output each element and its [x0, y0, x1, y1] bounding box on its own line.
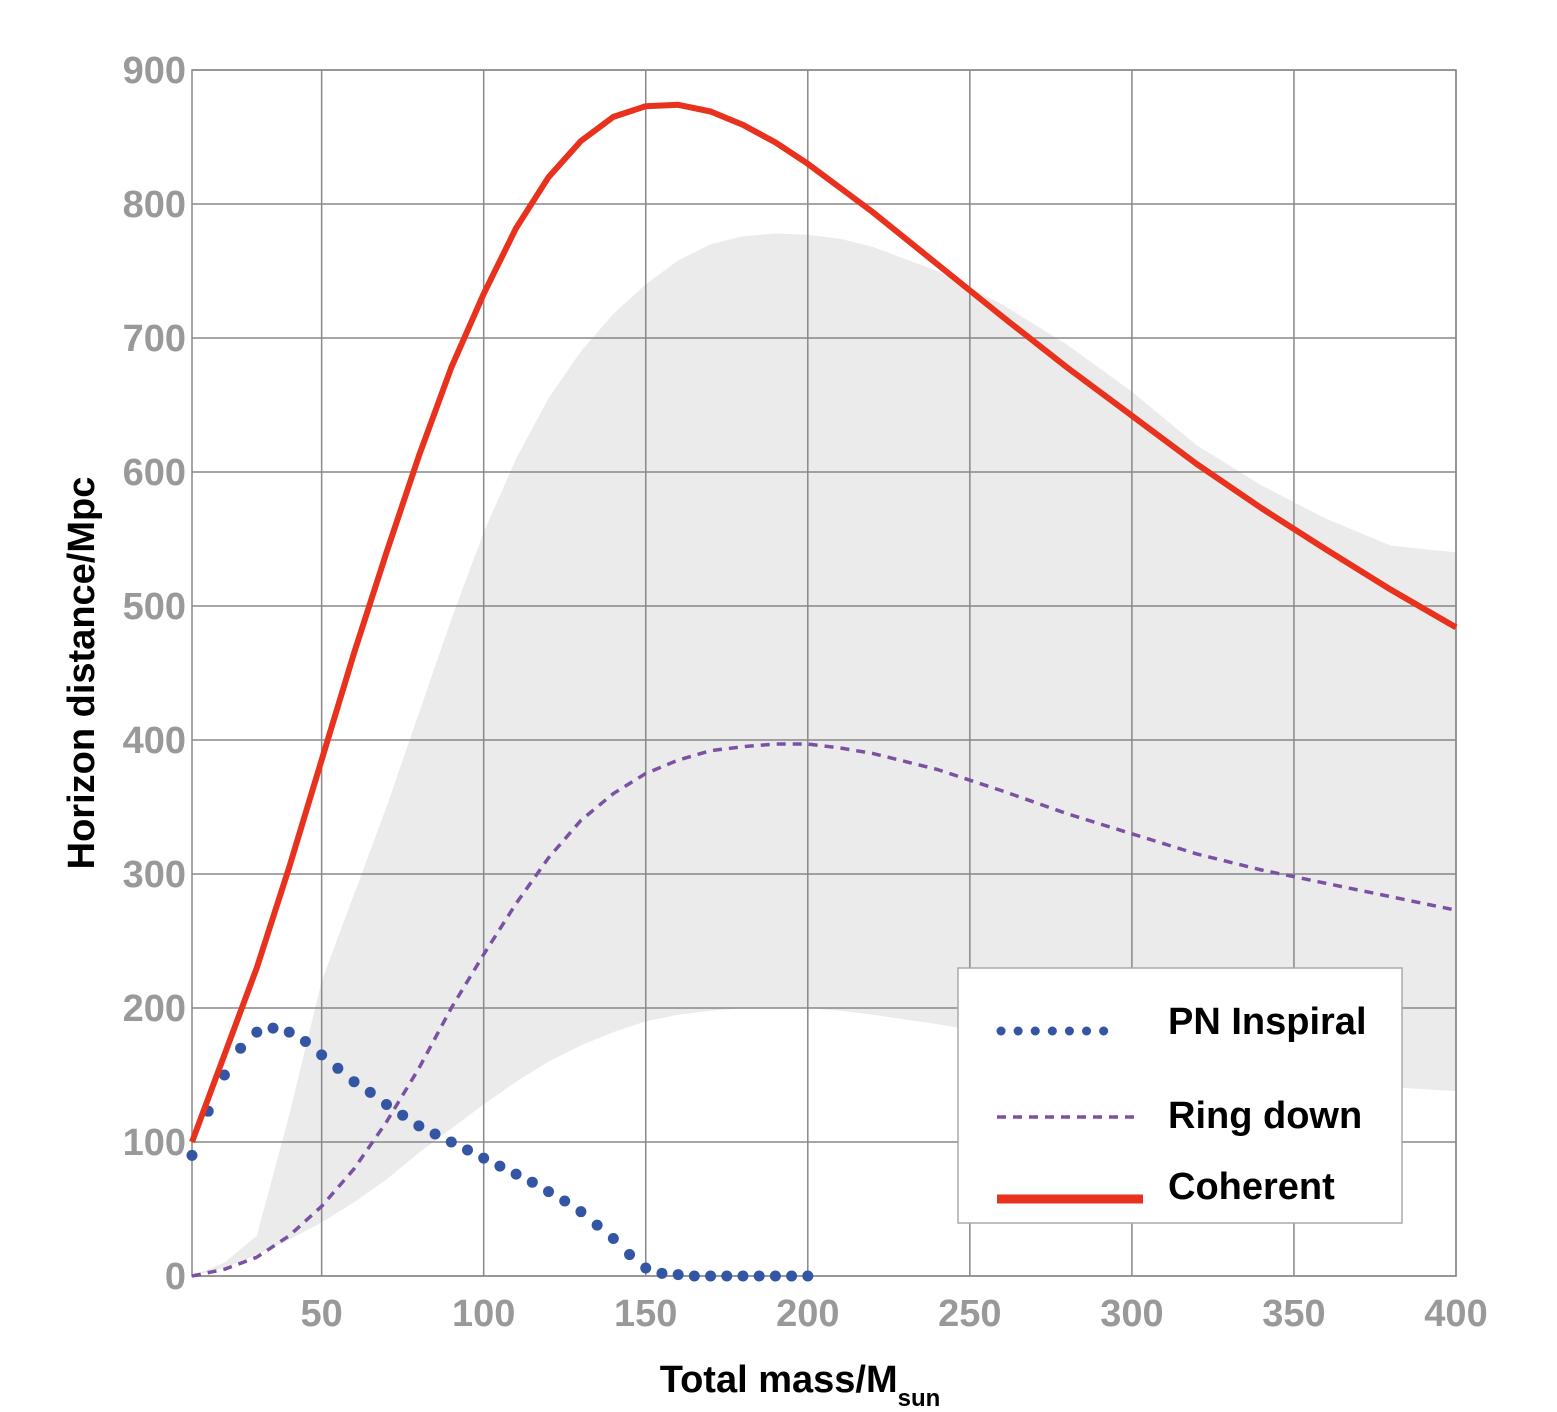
y-tick-label-100: 100 [123, 1122, 186, 1164]
x-axis-title: Total mass/Msun [660, 1359, 941, 1412]
y-tick-label-700: 700 [123, 318, 186, 360]
point-pn-inspiral-4 [251, 1026, 263, 1038]
series-pn-inspiral [186, 1022, 814, 1282]
y-tick-label-0: 0 [165, 1256, 186, 1298]
legend: PN Inspiral Ring down Coherent [957, 967, 1403, 1224]
point-pn-inspiral-21 [526, 1176, 538, 1188]
point-pn-inspiral-10 [348, 1076, 360, 1088]
y-tick-label-200: 200 [123, 988, 186, 1030]
point-pn-inspiral-12 [380, 1098, 392, 1110]
point-pn-inspiral-37 [786, 1270, 798, 1282]
x-tick-label-250: 250 [938, 1293, 1001, 1335]
x-axis-title-main: Total mass/M [660, 1359, 898, 1401]
point-pn-inspiral-36 [769, 1270, 781, 1282]
legend-label-coherent: Coherent [1168, 1166, 1335, 1208]
point-pn-inspiral-19 [494, 1160, 506, 1172]
x-tick-label-100: 100 [452, 1293, 515, 1335]
point-pn-inspiral-6 [283, 1026, 295, 1038]
point-pn-inspiral-32 [705, 1270, 717, 1282]
point-pn-inspiral-16 [445, 1136, 457, 1148]
point-pn-inspiral-24 [575, 1206, 587, 1218]
y-tick-labels: 0 100 200 300 400 500 600 700 800 900 [123, 50, 186, 1298]
series-line-coherent [189, 101, 1458, 1144]
x-tick-label-300: 300 [1100, 1293, 1163, 1335]
legend-box [957, 967, 1403, 1224]
y-tick-label-500: 500 [123, 586, 186, 628]
point-pn-inspiral-14 [413, 1120, 425, 1132]
series-line-ring-down [191, 742, 1457, 1278]
y-tick-label-600: 600 [123, 452, 186, 494]
x-tick-labels: 50 100 150 200 250 300 350 400 [301, 1293, 1488, 1335]
y-axis-title: Horizon distance/Mpc [61, 477, 103, 870]
point-pn-inspiral-3 [235, 1042, 247, 1054]
x-tick-label-150: 150 [614, 1293, 677, 1335]
point-pn-inspiral-22 [543, 1186, 555, 1198]
point-pn-inspiral-29 [656, 1267, 668, 1279]
y-tick-label-800: 800 [123, 184, 186, 226]
y-tick-label-300: 300 [123, 854, 186, 896]
point-pn-inspiral-11 [364, 1086, 376, 1098]
point-pn-inspiral-38 [802, 1270, 814, 1282]
point-pn-inspiral-7 [299, 1036, 311, 1047]
series-layer [186, 101, 1458, 1282]
plot-frame [191, 69, 1457, 1277]
point-pn-inspiral-15 [429, 1128, 441, 1140]
point-pn-inspiral-9 [332, 1062, 344, 1074]
point-pn-inspiral-27 [624, 1249, 636, 1261]
x-tick-label-400: 400 [1424, 1293, 1487, 1335]
x-tick-label-350: 350 [1262, 1293, 1325, 1335]
point-pn-inspiral-23 [559, 1195, 571, 1207]
y-tick-label-400: 400 [123, 720, 186, 762]
point-pn-inspiral-17 [461, 1144, 473, 1156]
legend-label-ring-down: Ring down [1168, 1095, 1362, 1137]
point-pn-inspiral-0 [186, 1149, 198, 1161]
point-pn-inspiral-18 [478, 1152, 490, 1164]
point-pn-inspiral-30 [672, 1269, 684, 1281]
point-pn-inspiral-26 [607, 1232, 619, 1244]
point-pn-inspiral-34 [737, 1270, 749, 1282]
point-pn-inspiral-5 [267, 1022, 279, 1034]
x-axis-title-subscript: sun [898, 1385, 941, 1412]
point-pn-inspiral-28 [640, 1262, 652, 1274]
point-pn-inspiral-25 [591, 1219, 603, 1231]
legend-label-pn-inspiral: PN Inspiral [1168, 1001, 1367, 1043]
x-tick-label-200: 200 [776, 1293, 839, 1335]
y-tick-label-900: 900 [123, 50, 186, 92]
x-tick-label-50: 50 [301, 1293, 343, 1335]
point-pn-inspiral-20 [510, 1168, 522, 1180]
point-pn-inspiral-33 [721, 1270, 733, 1282]
point-pn-inspiral-35 [753, 1270, 765, 1282]
point-pn-inspiral-8 [316, 1049, 328, 1061]
point-pn-inspiral-2 [218, 1069, 230, 1081]
point-pn-inspiral-31 [688, 1270, 700, 1282]
point-pn-inspiral-13 [397, 1109, 409, 1121]
